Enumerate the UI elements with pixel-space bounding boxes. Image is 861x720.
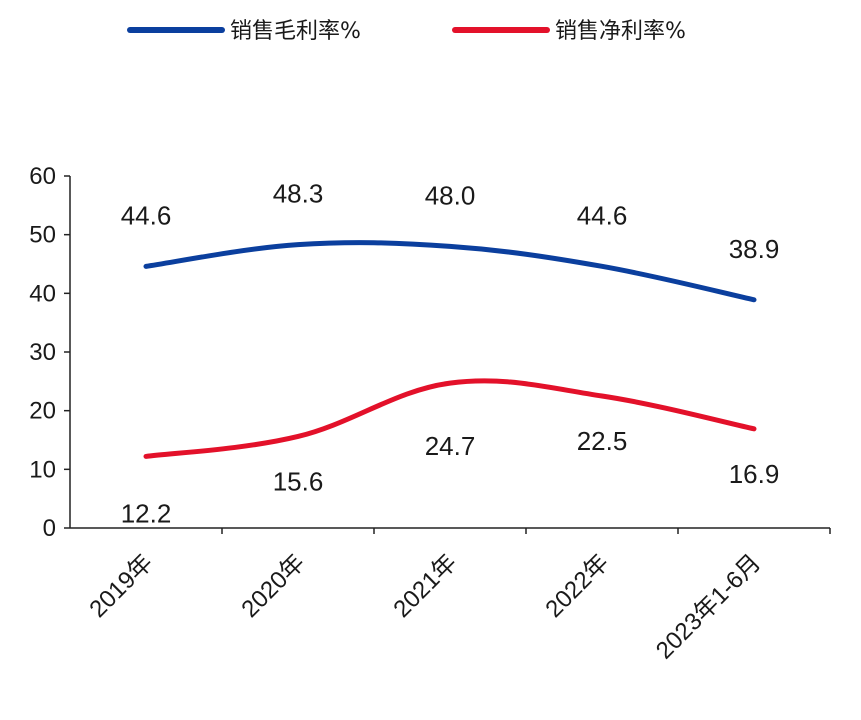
data-labels: 44.6 48.3 48.0 44.6 38.9 12.2 15.6 24.7 22.5 16.9: [121, 179, 780, 529]
data-label: 38.9: [729, 234, 780, 264]
legend-label-2: 销售净利率%: [555, 19, 686, 44]
series-group: [143, 240, 757, 459]
x-tick-label: 2021年: [388, 549, 462, 623]
data-label: 44.6: [121, 200, 172, 230]
y-tick-label: 20: [29, 398, 56, 425]
data-label: 44.6: [577, 200, 628, 230]
data-label: 15.6: [273, 466, 324, 496]
x-tick-label: 2020年: [236, 549, 310, 623]
axes: 0 10 20 30 40 50 60 2019年 2020年 2021年 2022年 2023年1-…: [29, 163, 831, 664]
y-tick-label: 50: [29, 222, 56, 249]
y-tick-label: 60: [29, 163, 56, 190]
y-tick-label: 30: [29, 339, 56, 366]
data-label: 48.3: [273, 179, 324, 209]
y-tick-label: 0: [43, 515, 56, 542]
x-tick-label: 2019年: [84, 549, 158, 623]
data-label: 12.2: [121, 498, 172, 528]
x-tick-label: 2022年: [540, 549, 614, 623]
y-tick-label: 40: [29, 280, 56, 307]
data-label: 16.9: [729, 459, 780, 489]
data-label: 48.0: [425, 180, 476, 210]
data-label: 24.7: [425, 431, 476, 461]
y-tick-label: 10: [29, 456, 56, 483]
data-label: 22.5: [577, 426, 628, 456]
series-line-1: [143, 240, 757, 303]
legend-label-1: 销售毛利率%: [230, 19, 361, 44]
legend: 销售毛利率% 销售净利率%: [127, 19, 686, 44]
x-tick-label: 2023年1-6月: [651, 549, 766, 664]
